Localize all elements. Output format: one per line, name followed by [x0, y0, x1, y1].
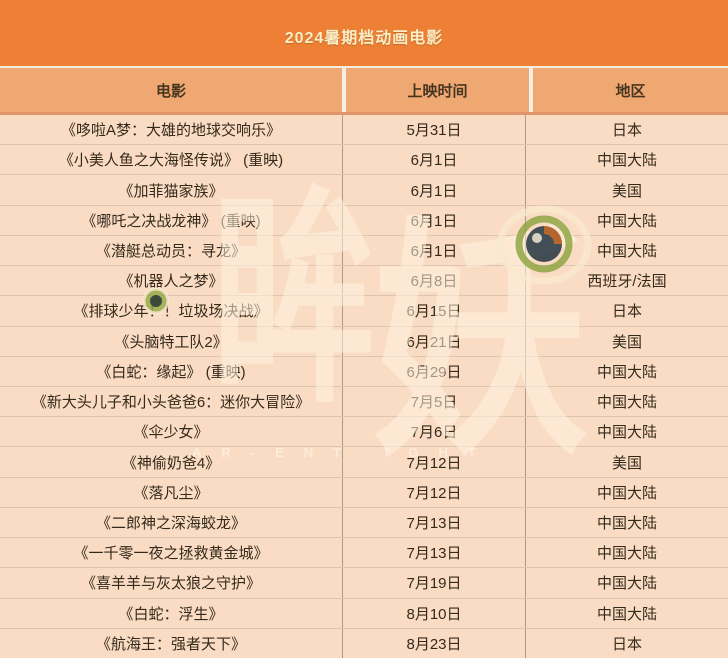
release-date-cell: 6月21日: [342, 326, 525, 356]
region-cell: 中国大陆: [525, 386, 728, 417]
release-date-cell: 6月1日: [342, 145, 525, 175]
table-row: 《神偷奶爸4》 7月12日 美国: [0, 446, 728, 477]
movie-cell: 《白蛇：缘起》 (重映): [96, 363, 246, 381]
table-row: 《排球少年！！垃圾场决战》 6月15日 日本: [0, 295, 728, 326]
table-row: 《潜艇总动员：寻龙》 6月1日 中国大陆: [0, 234, 728, 266]
region-cell: 中国大陆: [525, 568, 728, 598]
release-date-cell: 8月10日: [342, 598, 525, 628]
movie-cell: 《一千零一夜之拯救黄金城》: [73, 545, 269, 563]
region-cell: 日本: [525, 628, 728, 658]
movie-cell: 《潜艇总动员：寻龙》: [95, 242, 246, 260]
table-row: 《哆啦A梦：大雄的地球交响乐》 5月31日 日本: [0, 115, 728, 145]
release-date-cell: 6月29日: [342, 356, 525, 386]
movie-cell: 《喜羊羊与灰太狼之守护》: [80, 575, 261, 593]
table-row: 《航海王：强者天下》 8月23日 日本: [0, 627, 728, 658]
region-cell: 中国大陆: [525, 356, 728, 386]
release-date-cell: 7月13日: [342, 507, 525, 538]
release-date-cell: 7月12日: [342, 447, 525, 477]
region-cell: 日本: [525, 115, 728, 145]
region-cell: 中国大陆: [525, 235, 728, 266]
movie-cell: 《航海王：强者天下》: [95, 635, 246, 653]
release-date-cell: 7月6日: [342, 417, 525, 447]
region-cell: 中国大陆: [525, 507, 728, 538]
table-row: 《加菲猫家族》 6月1日 美国: [0, 174, 728, 205]
release-date-cell: 7月13日: [342, 538, 525, 568]
table-header-row: 电影 上映时间 地区: [0, 66, 728, 115]
movie-cell: 《哪吒之决战龙神》 (重映): [81, 212, 261, 230]
column-header-region: 地区: [533, 68, 728, 112]
table-row: 《落凡尘》 7月12日 中国大陆: [0, 476, 728, 507]
movie-cell: 《排球少年！！垃圾场决战》: [73, 303, 269, 321]
movie-cell: 《机器人之梦》: [118, 273, 224, 291]
column-header-movie: 电影: [0, 68, 342, 112]
release-date-cell: 7月19日: [342, 568, 525, 598]
table-row: 《二郎神之深海蛟龙》 7月13日 中国大陆: [0, 506, 728, 538]
movie-cell: 《神偷奶爸4》: [121, 454, 221, 472]
release-date-cell: 7月12日: [342, 477, 525, 507]
table-row: 《喜羊羊与灰太狼之守护》 7月19日 中国大陆: [0, 567, 728, 598]
region-cell: 中国大陆: [525, 417, 728, 447]
table-row: 《一千零一夜之拯救黄金城》 7月13日 中国大陆: [0, 537, 728, 568]
region-cell: 美国: [525, 175, 728, 205]
release-date-cell: 6月1日: [342, 205, 525, 235]
movie-cell: 《新大头儿子和小头爸爸6：迷你大冒险》: [31, 394, 311, 412]
table-row: 《小美人鱼之大海怪传说》 (重映) 6月1日 中国大陆: [0, 144, 728, 175]
release-date-cell: 5月31日: [342, 115, 525, 145]
title-bar: 2024暑期档动画电影: [0, 0, 728, 66]
region-cell: 美国: [525, 447, 728, 477]
table-row: 《白蛇：浮生》 8月10日 中国大陆: [0, 597, 728, 628]
region-cell: 中国大陆: [525, 538, 728, 568]
release-date-cell: 7月5日: [342, 386, 525, 417]
movie-cell: 《小美人鱼之大海怪传说》 (重映): [58, 152, 284, 170]
region-cell: 中国大陆: [525, 205, 728, 235]
movie-cell: 《二郎神之深海蛟龙》: [95, 514, 246, 532]
table-row: 《伞少女》 7月6日 中国大陆: [0, 416, 728, 447]
region-cell: 美国: [525, 326, 728, 356]
release-date-cell: 8月23日: [342, 628, 525, 658]
column-header-release-date: 上映时间: [346, 68, 529, 112]
movie-cell: 《白蛇：浮生》: [118, 605, 224, 623]
release-date-cell: 6月1日: [342, 175, 525, 205]
movie-cell: 《伞少女》: [133, 424, 209, 442]
release-date-cell: 6月1日: [342, 235, 525, 266]
movie-cell: 《加菲猫家族》: [118, 182, 224, 200]
table-body: 《哆啦A梦：大雄的地球交响乐》 5月31日 日本 《小美人鱼之大海怪传说》 (重映) 6…: [0, 115, 728, 658]
region-cell: 中国大陆: [525, 598, 728, 628]
table-row: 《机器人之梦》 6月8日 西班牙/法国: [0, 265, 728, 296]
movie-cell: 《落凡尘》: [133, 484, 209, 502]
movie-cell: 《头脑特工队2》: [114, 333, 228, 351]
region-cell: 日本: [525, 296, 728, 326]
release-date-cell: 6月15日: [342, 296, 525, 326]
table-row: 《新大头儿子和小头爸爸6：迷你大冒险》 7月5日 中国大陆: [0, 385, 728, 417]
table-row: 《白蛇：缘起》 (重映) 6月29日 中国大陆: [0, 355, 728, 386]
release-date-cell: 6月8日: [342, 266, 525, 296]
region-cell: 中国大陆: [525, 145, 728, 175]
table-row: 《哪吒之决战龙神》 (重映) 6月1日 中国大陆: [0, 204, 728, 235]
region-cell: 中国大陆: [525, 477, 728, 507]
region-cell: 西班牙/法国: [525, 266, 728, 296]
table-row: 《头脑特工队2》 6月21日 美国: [0, 325, 728, 356]
movie-cell: 《哆啦A梦：大雄的地球交响乐》: [60, 122, 281, 140]
page-title: 2024暑期档动画电影: [284, 30, 444, 47]
